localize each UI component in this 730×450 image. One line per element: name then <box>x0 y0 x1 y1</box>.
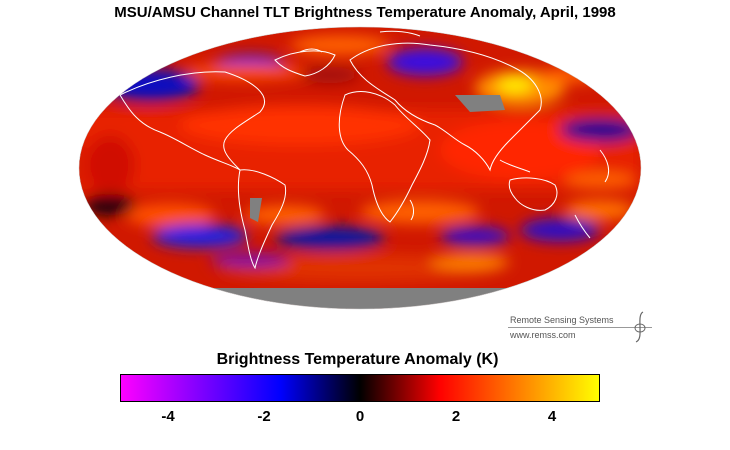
colorbar-tick-label: -4 <box>161 408 175 425</box>
colorbar-title: Brightness Temperature Anomaly (K) <box>216 351 499 368</box>
credit-url: www.remss.com <box>510 330 576 340</box>
credit-divider <box>508 327 652 328</box>
map-border <box>78 26 642 310</box>
rss-logo-icon <box>634 311 646 343</box>
colorbar-tick-label: 2 <box>451 408 461 425</box>
credit-organization: Remote Sensing Systems <box>510 315 614 325</box>
colorbar-tick-label: -2 <box>257 408 271 425</box>
colorbar <box>120 374 600 402</box>
colorbar-tick-label: 4 <box>547 408 557 425</box>
anomaly-field <box>79 35 641 282</box>
map-title: MSU/AMSU Channel TLT Brightness Temperat… <box>114 4 616 21</box>
colorbar-tick-label: 0 <box>355 408 365 425</box>
credit-block: Remote Sensing Systems www.remss.com <box>510 313 614 343</box>
